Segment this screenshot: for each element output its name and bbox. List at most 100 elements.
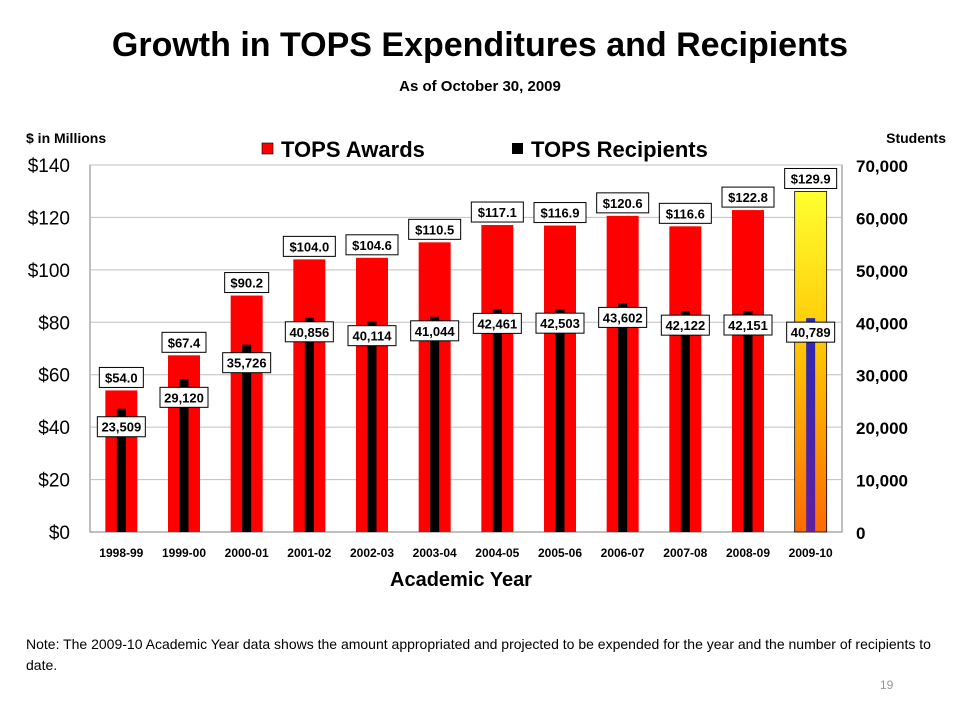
right-tick-label: 20,000: [856, 419, 908, 438]
data-label-recipients: 40,789: [791, 325, 831, 340]
legend-label-recipients: TOPS Recipients: [531, 137, 708, 162]
data-labels: $54.0 $67.4 $90.2 $104.0 $104.6 $110.5 $117.1 $…: [96, 167, 838, 438]
legend-swatch-recipients: [512, 143, 523, 154]
data-label-awards: $117.1: [478, 205, 517, 220]
category-label: 2006-07: [601, 546, 645, 560]
legend-swatch-awards: [261, 142, 274, 155]
label-box-recipients: [660, 314, 710, 336]
data-label-awards: $104.0: [289, 239, 329, 254]
label-box-awards: [784, 167, 838, 189]
data-label-recipients: 43,602: [603, 310, 643, 325]
left-tick-label: $0: [49, 523, 70, 544]
category-label: 2009-10: [789, 546, 833, 560]
right-tick-label: 10,000: [856, 472, 908, 491]
data-label-awards: $122.8: [728, 190, 768, 205]
data-label-recipients: 41,044: [415, 324, 456, 339]
data-label-awards: $90.2: [230, 276, 263, 291]
bar-recipients: [242, 344, 252, 532]
category-label: 1998-99: [99, 546, 143, 560]
data-label-recipients: 42,122: [665, 318, 705, 333]
bar-recipients: [116, 408, 126, 532]
label-box-recipients: [222, 352, 272, 374]
data-label-awards: $110.5: [415, 222, 454, 237]
label-box-awards: [721, 186, 775, 208]
right-tick-label: 0: [856, 524, 865, 543]
plot-area: [89, 164, 843, 533]
bar-recipients: [806, 318, 816, 532]
slide-title: Growth in TOPS Expenditures and Recipien…: [111, 26, 849, 64]
data-label-awards: $104.6: [352, 238, 392, 253]
x-axis-title: Academic Year: [390, 569, 532, 591]
bar-recipients: [179, 379, 189, 532]
category-label: 2003-04: [413, 546, 457, 560]
data-label-awards: $129.9: [791, 171, 831, 186]
label-box-recipients: [410, 320, 460, 342]
label-box-awards: [224, 272, 270, 294]
axes: $0 $20 $40 $60 $80 $100 $120 $140 0 10,000 20,000 3…: [28, 156, 908, 560]
label-box-recipients: [159, 386, 209, 408]
bar-recipients: [555, 309, 565, 532]
data-label-recipients: 40,856: [289, 325, 329, 340]
category-label: 2000-01: [225, 546, 269, 560]
data-label-awards: $54.0: [105, 370, 138, 385]
left-tick-label: $60: [38, 366, 70, 387]
gridlines: [90, 164, 842, 481]
right-tick-label: 40,000: [856, 314, 908, 333]
label-box-awards: [282, 235, 336, 257]
slide-subtitle: As of October 30, 2009: [399, 78, 561, 95]
label-box-awards: [98, 366, 144, 388]
category-label: 2005-06: [538, 546, 582, 560]
label-box-awards: [161, 331, 207, 353]
category-label: 2001-02: [287, 546, 331, 560]
data-label-recipients: 42,503: [540, 316, 580, 331]
label-box-recipients: [535, 312, 585, 334]
data-label-recipients: 42,151: [728, 318, 768, 333]
data-label-awards: $120.6: [603, 196, 643, 211]
left-tick-label: $40: [38, 418, 70, 439]
left-tick-label: $100: [28, 261, 70, 282]
data-label-recipients: 40,114: [352, 329, 392, 344]
bar-recipients: [430, 316, 440, 532]
category-label: 1999-00: [162, 546, 206, 560]
legend-label-awards: TOPS Awards: [281, 137, 425, 162]
left-tick-label: $140: [28, 156, 70, 177]
label-box-recipients: [472, 312, 522, 334]
label-box-recipients: [347, 325, 397, 347]
category-label: 2008-09: [726, 546, 770, 560]
bar-recipients: [680, 311, 690, 532]
right-tick-label: 50,000: [856, 262, 908, 281]
right-tick-label: 60,000: [856, 209, 908, 228]
data-label-recipients: 23,509: [101, 420, 141, 435]
data-label-recipients: 29,120: [164, 390, 204, 405]
category-label: 2007-08: [663, 546, 707, 560]
label-box-recipients: [284, 321, 334, 343]
data-label-awards: $116.9: [540, 206, 579, 221]
label-box-recipients: [786, 321, 836, 343]
category-label: 2002-03: [350, 546, 394, 560]
left-tick-label: $120: [28, 208, 70, 229]
bar-recipients: [304, 317, 314, 532]
left-tick-label: $80: [38, 313, 70, 334]
label-box-awards: [345, 234, 399, 256]
left-tick-label: $20: [38, 471, 70, 492]
label-box-awards: [470, 201, 524, 223]
right-axis-title: Students: [886, 130, 946, 146]
label-box-awards: [533, 202, 587, 224]
footnote: Note: The 2009-10 Academic Year data sho…: [26, 636, 931, 673]
bar-recipients: [618, 303, 628, 532]
right-tick-label: 70,000: [856, 157, 908, 176]
bars: [105, 191, 828, 533]
label-box-awards: [658, 202, 712, 224]
legend: TOPS Awards TOPS Recipients: [261, 137, 708, 162]
data-label-awards: $116.6: [666, 206, 705, 221]
page-number: 19: [880, 678, 894, 692]
bar-recipients: [492, 309, 502, 532]
left-axis-title: $ in Millions: [26, 130, 106, 146]
data-label-recipients: 42,461: [477, 316, 517, 331]
category-label: 2004-05: [475, 546, 519, 560]
bar-recipients: [743, 311, 753, 532]
label-box-awards: [596, 192, 650, 214]
bar-recipients: [367, 321, 377, 532]
data-label-recipients: 35,726: [227, 356, 267, 371]
